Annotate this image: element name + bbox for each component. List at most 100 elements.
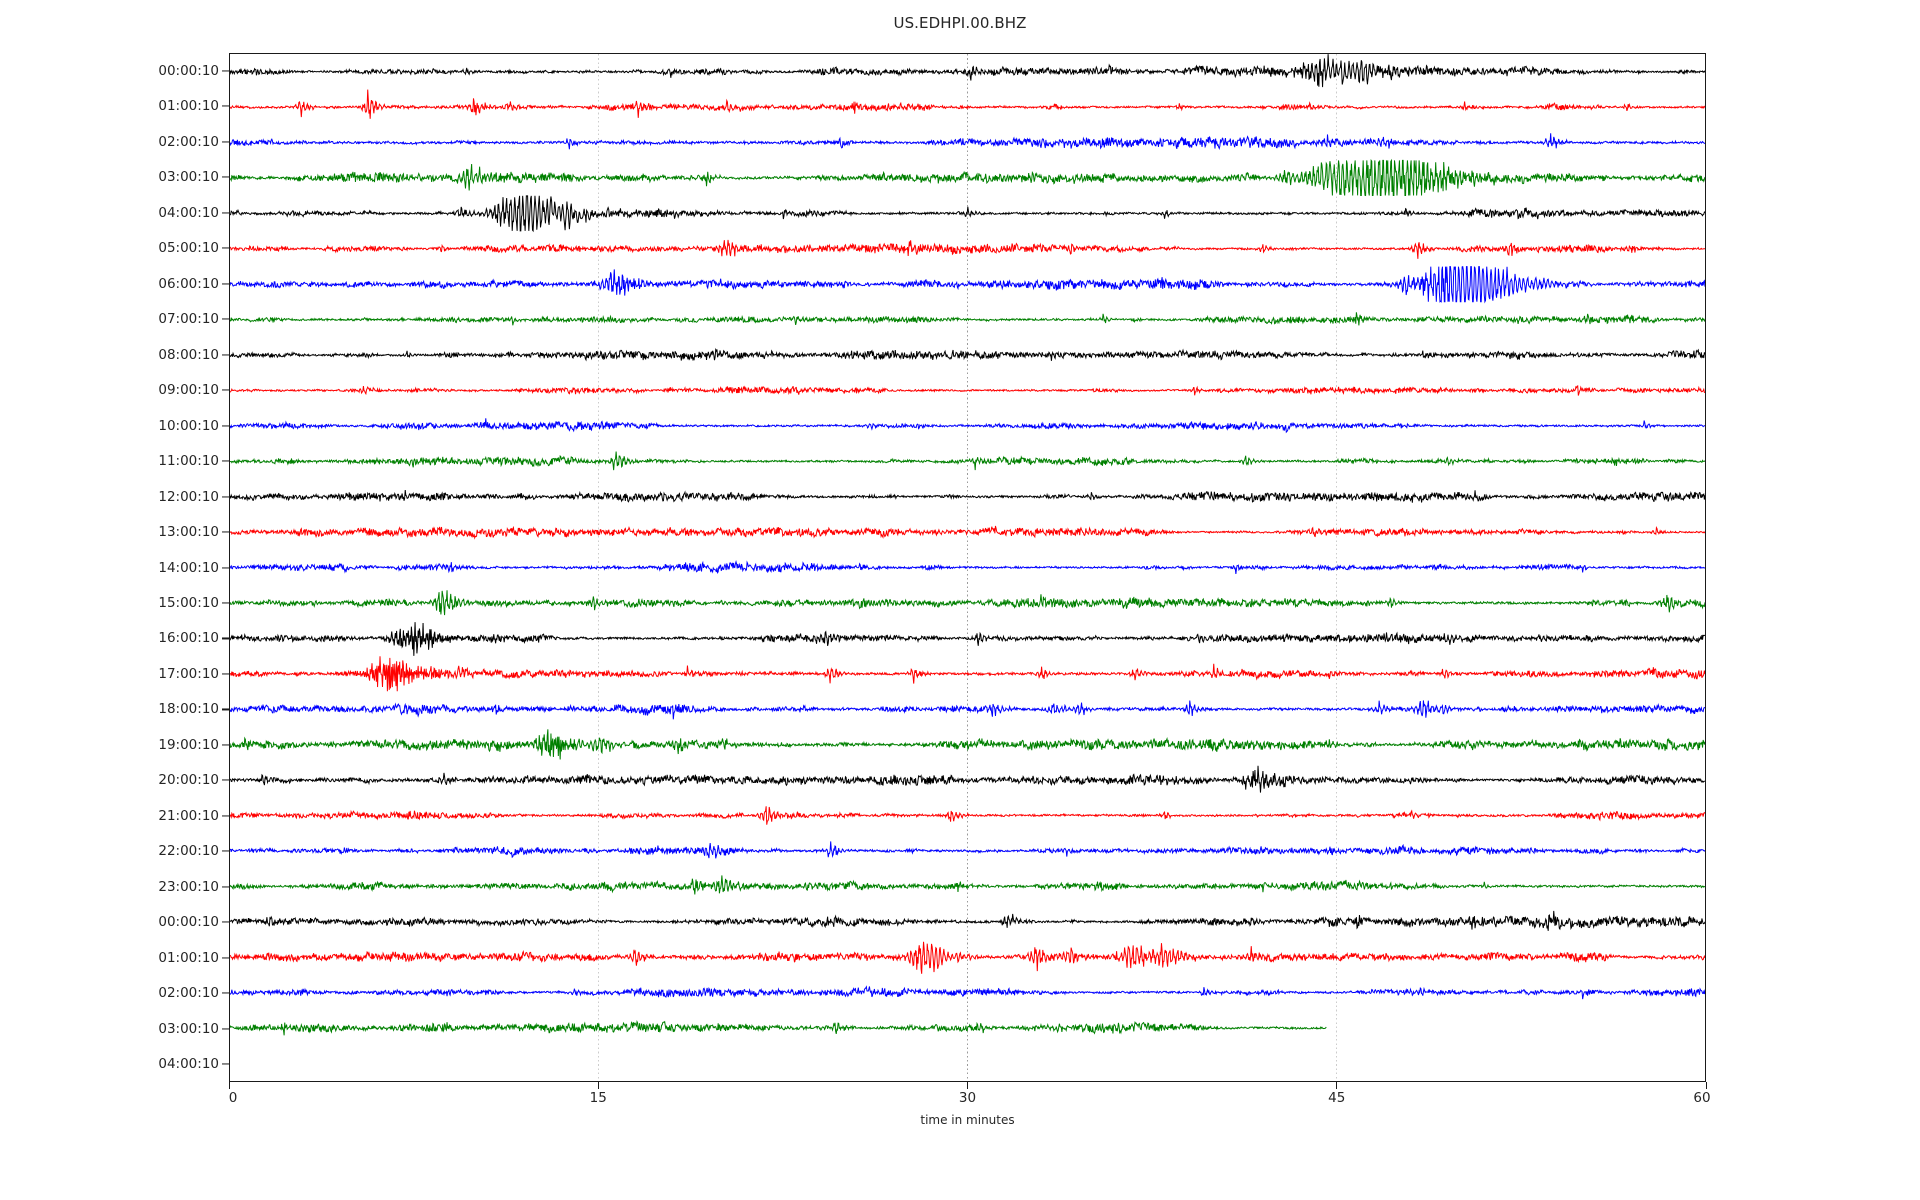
- y-axis-tick-label: 03:00:10: [158, 1020, 219, 1037]
- y-axis-tick-mark: [222, 176, 229, 178]
- y-axis-tick-mark: [222, 495, 229, 498]
- x-axis-tick-mark: [597, 1082, 599, 1089]
- y-axis-tick-label: 23:00:10: [158, 878, 219, 895]
- y-axis-tick-labels: 00:00:10 01:00:10 02:00:10 03:00:10 04:00:10…: [0, 0, 219, 1200]
- y-axis-tick-mark: [222, 779, 229, 781]
- waveform-path: [230, 875, 1705, 895]
- y-axis-tick-label: 15:00:10: [158, 594, 219, 611]
- y-axis-tick-mark: [222, 70, 229, 72]
- y-axis-tick-mark: [222, 850, 229, 852]
- waveform-trace: [230, 266, 1705, 304]
- y-axis-tick-label: 12:00:10: [158, 488, 219, 505]
- y-axis-tick-mark: [222, 425, 229, 427]
- waveform-trace: [230, 89, 1705, 119]
- x-axis-tick-mark: [1705, 1082, 1707, 1089]
- x-axis-tick-mark: [1336, 1082, 1338, 1089]
- waveform-trace: [230, 133, 1705, 151]
- y-axis-tick-label: 10:00:10: [158, 417, 219, 434]
- x-axis-label: time in minutes: [920, 1113, 1015, 1127]
- waveform-path: [230, 312, 1705, 326]
- y-axis-tick-label: 00:00:10: [158, 62, 219, 79]
- y-axis-tick-label: 19:00:10: [158, 736, 219, 753]
- waveform-trace: [230, 560, 1705, 575]
- waveform-trace: [230, 841, 1705, 859]
- waveform-trace: [230, 347, 1705, 362]
- y-axis-tick-mark: [222, 212, 229, 214]
- y-axis-tick-label: 04:00:10: [158, 1056, 219, 1073]
- waveform-trace: [230, 451, 1705, 471]
- y-axis-tick-mark: [222, 1063, 229, 1065]
- waveform-path: [230, 700, 1705, 720]
- y-axis-tick-mark: [222, 815, 229, 817]
- y-axis-tick-label: 13:00:10: [158, 524, 219, 541]
- y-axis-tick-label: 16:00:10: [158, 630, 219, 647]
- page-title: US.EDHPI.00.BHZ: [893, 14, 1027, 32]
- x-axis-tick-mark: [967, 1082, 969, 1089]
- waveform-path: [230, 89, 1705, 119]
- waveform-path: [230, 656, 1705, 692]
- y-axis-tick-mark: [222, 708, 229, 710]
- y-axis-tick-label: 03:00:10: [158, 169, 219, 186]
- waveform-trace: [230, 54, 1705, 88]
- y-axis-tick-mark: [222, 637, 229, 639]
- y-axis-tick-mark: [222, 921, 229, 923]
- y-axis-tick-label: 01:00:10: [158, 98, 219, 115]
- y-axis-tick-mark: [222, 886, 229, 888]
- y-axis-tick-mark: [222, 744, 229, 746]
- waveform-path: [230, 985, 1705, 1000]
- y-axis-tick-label: 07:00:10: [158, 311, 219, 328]
- y-axis-tick-mark: [222, 673, 229, 675]
- waveform-trace: [230, 700, 1705, 720]
- waveform-path: [230, 266, 1705, 304]
- grid-layer: [598, 54, 1337, 1081]
- y-axis-tick-label: 11:00:10: [158, 453, 219, 470]
- waveform-path: [230, 941, 1705, 974]
- waveform-path: [230, 54, 1705, 88]
- waveform-path: [230, 133, 1705, 151]
- y-axis-tick-label: 14:00:10: [158, 559, 219, 576]
- y-axis-tick-mark: [222, 602, 229, 604]
- waveform-path: [230, 385, 1705, 396]
- waveform-trace-layer: [230, 54, 1705, 1036]
- y-axis-tick-mark: [222, 105, 229, 107]
- y-axis-tick-label: 05:00:10: [158, 240, 219, 257]
- y-axis-tick-mark: [222, 389, 229, 391]
- waveform-path: [230, 195, 1705, 233]
- y-axis-tick-label: 09:00:10: [158, 382, 219, 399]
- y-axis-tick-label: 02:00:10: [158, 133, 219, 150]
- x-axis-tick-label: 45: [1328, 1090, 1346, 1106]
- x-axis-tick-label: 60: [1693, 1090, 1711, 1106]
- x-axis-tick-mark: [228, 1082, 230, 1089]
- y-axis-tick-label: 04:00:10: [158, 204, 219, 221]
- y-axis-tick-label: 21:00:10: [158, 807, 219, 824]
- waveform-path: [230, 525, 1705, 540]
- y-axis-tick-mark: [222, 992, 229, 994]
- waveform-trace: [230, 765, 1705, 793]
- y-axis-tick-label: 00:00:10: [158, 914, 219, 931]
- waveform-trace: [230, 1019, 1327, 1036]
- waveform-path: [230, 622, 1705, 656]
- y-axis-tick-label: 20:00:10: [158, 772, 219, 789]
- waveform-trace: [230, 941, 1705, 974]
- waveform-path: [230, 765, 1705, 793]
- y-axis-tick-mark: [222, 354, 229, 356]
- waveform-path: [230, 729, 1705, 760]
- waveform-path: [230, 806, 1705, 825]
- y-axis-tick-mark: [222, 283, 229, 285]
- waveform-trace: [230, 806, 1705, 825]
- waveform-path: [230, 451, 1705, 471]
- x-axis-tick-marks: [228, 1082, 1707, 1090]
- waveform-trace: [230, 312, 1705, 326]
- x-axis-tick-label: 30: [958, 1090, 977, 1106]
- y-axis-tick-mark: [222, 141, 229, 143]
- y-axis-tick-label: 22:00:10: [158, 843, 219, 860]
- waveform-path: [230, 418, 1705, 434]
- waveform-trace: [230, 622, 1705, 656]
- y-axis-tick-mark: [222, 566, 229, 569]
- y-axis-tick-mark: [222, 247, 229, 249]
- waveform-path: [230, 590, 1705, 616]
- waveform-trace: [230, 158, 1705, 197]
- waveform-path: [230, 158, 1705, 197]
- waveform-path: [230, 489, 1705, 503]
